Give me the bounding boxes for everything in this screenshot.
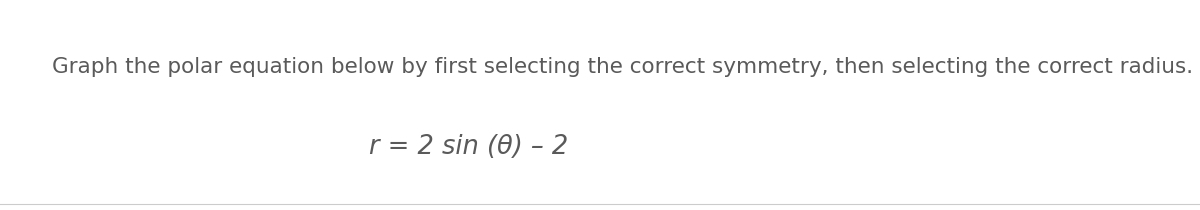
Text: r = 2 sin (θ) – 2: r = 2 sin (θ) – 2 [370, 134, 569, 160]
Text: Graph the polar equation below by first selecting the correct symmetry, then sel: Graph the polar equation below by first … [52, 57, 1193, 77]
